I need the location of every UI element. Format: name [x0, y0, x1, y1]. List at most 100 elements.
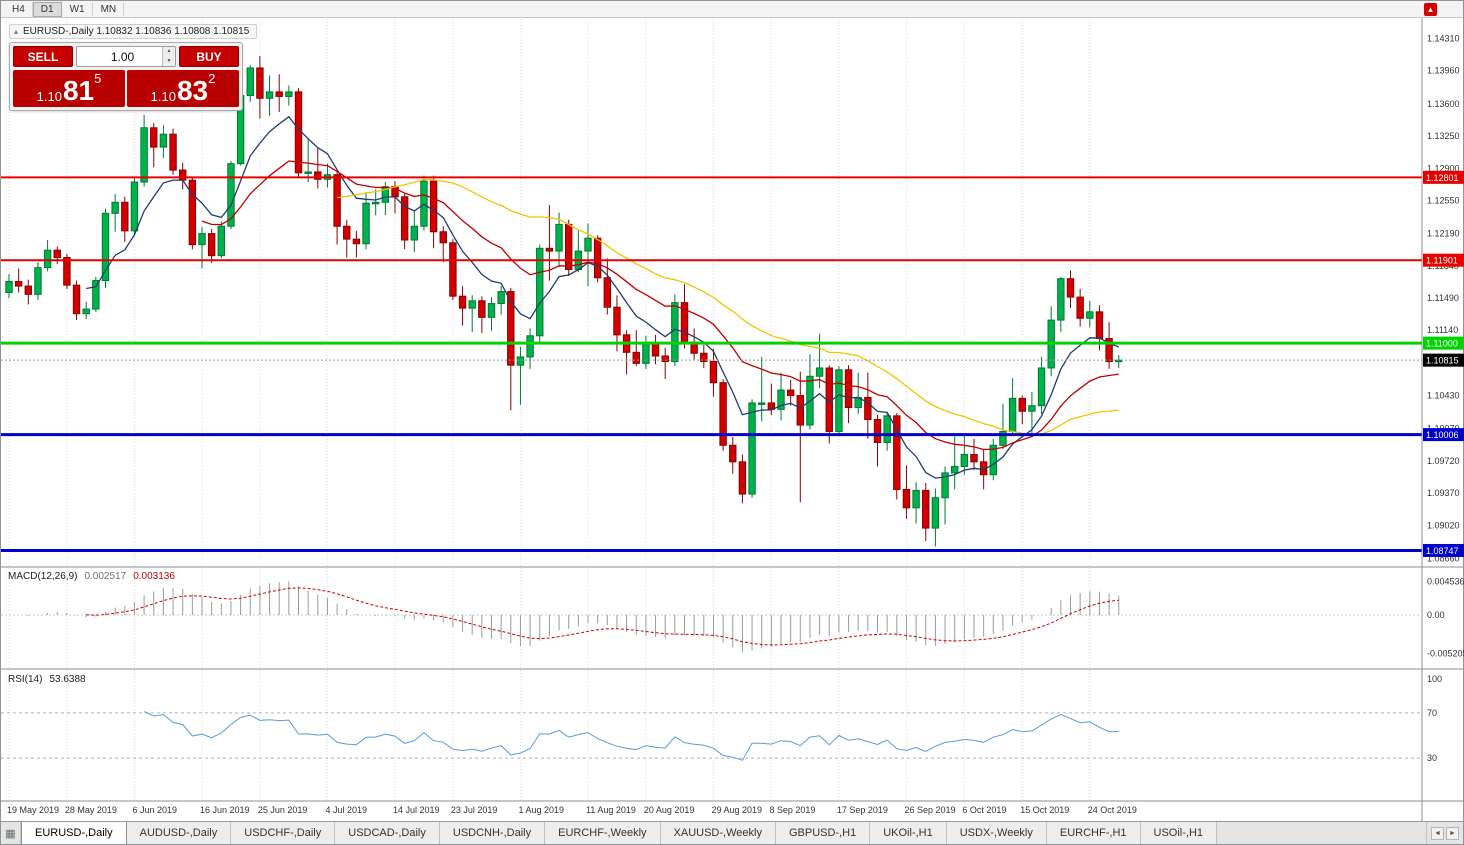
- chart-tab[interactable]: USDCAD-,Daily: [335, 822, 440, 844]
- candle-body: [294, 91, 303, 174]
- chart-ohlc-bar: ▴ EURUSD-,Daily 1.10832 1.10836 1.10808 …: [9, 24, 258, 39]
- candle-body: [458, 295, 467, 309]
- chart-tab[interactable]: AUDUSD-,Daily: [126, 822, 232, 844]
- price-axis-label: 1.14310: [1427, 33, 1460, 43]
- chart-tab[interactable]: USOil-,H1: [1140, 822, 1218, 844]
- price-axis-label: 1.13600: [1427, 99, 1460, 109]
- macd-value: 0.002517: [84, 571, 127, 582]
- candle-body: [497, 291, 505, 305]
- chart-tab[interactable]: EURCHF-,Weekly: [545, 822, 661, 844]
- candle-body: [304, 171, 312, 174]
- chart-title: EURUSD-,Daily 1.10832 1.10836 1.10808 1.…: [23, 26, 250, 37]
- candle-body: [883, 415, 891, 444]
- volume-increase-icon[interactable]: ▲: [163, 47, 175, 57]
- candle-body: [246, 67, 254, 97]
- candle-body: [632, 351, 640, 364]
- tab-scroll-right-icon[interactable]: ►: [1446, 826, 1459, 840]
- chart-tab[interactable]: GBPUSD-,H1: [775, 822, 871, 844]
- macd-axis-label: -0.005205: [1427, 649, 1464, 659]
- date-axis-label: 4 Jul 2019: [325, 805, 367, 815]
- date-axis-label: 11 Aug 2019: [586, 805, 636, 815]
- date-axis-label: 25 Jun 2019: [258, 805, 308, 815]
- timeframe-h4-button[interactable]: H4: [4, 1, 33, 17]
- chart-tab[interactable]: XAUUSD-,Weekly: [660, 822, 776, 844]
- level-price-tag-bg: [1423, 428, 1464, 442]
- alert-up-arrow-icon[interactable]: ▲: [1424, 3, 1437, 16]
- candle-body: [285, 91, 293, 97]
- candle-body: [844, 369, 853, 409]
- candle-body: [207, 233, 216, 257]
- date-axis-label: 16 Jun 2019: [200, 805, 250, 815]
- candle-body: [545, 247, 554, 252]
- candle-body: [265, 91, 274, 99]
- candle-body: [410, 225, 419, 241]
- volume-field[interactable]: 1.00 ▲ ▼: [76, 46, 176, 67]
- candle-body: [372, 201, 380, 205]
- rsi-line: [143, 711, 1119, 761]
- timeframe-mn-button[interactable]: MN: [93, 1, 125, 17]
- candle-body: [526, 335, 534, 358]
- sell-button[interactable]: SELL: [13, 46, 73, 67]
- one-click-trading-panel: SELL 1.00 ▲ ▼ BUY 1.10 81 5 1.10 83 2: [9, 42, 243, 111]
- candle-body: [758, 402, 766, 405]
- candle-body: [188, 179, 197, 246]
- price-axis-label: 1.13250: [1427, 131, 1460, 141]
- chart-tab-bar: ▦ EURUSD-,Daily AUDUSD-,Daily USDCHF-,Dail…: [1, 821, 1463, 844]
- date-axis-label: 15 Oct 2019: [1020, 805, 1069, 815]
- volume-value[interactable]: 1.00: [110, 49, 135, 64]
- date-axis-label: 28 May 2019: [65, 805, 117, 815]
- sell-price-display[interactable]: 1.10 81 5: [13, 70, 125, 107]
- rsi-axis-label: 30: [1427, 753, 1437, 763]
- chart-tab[interactable]: EURUSD-,Daily: [21, 822, 127, 844]
- candle-body: [999, 430, 1007, 446]
- candle-body: [536, 247, 544, 337]
- tab-scroll-controls: ◄ ►: [1426, 822, 1463, 844]
- tab-scroll-left-icon[interactable]: ◄: [1431, 826, 1444, 840]
- price-axis-label: 1.10430: [1427, 391, 1460, 401]
- date-axis-label: 17 Sep 2019: [837, 805, 888, 815]
- candle-body: [198, 233, 206, 246]
- candle-body: [5, 280, 13, 293]
- current-price-tag-bg: [1423, 353, 1464, 367]
- chart-tab[interactable]: UKOil-,H1: [870, 822, 947, 844]
- collapse-panel-icon[interactable]: ▴: [14, 27, 19, 36]
- candle-body: [912, 489, 920, 509]
- buy-button[interactable]: BUY: [179, 46, 239, 67]
- timeframe-d1-button[interactable]: D1: [32, 1, 62, 17]
- buy-price-pip: 2: [208, 71, 216, 86]
- candle-body: [227, 163, 235, 227]
- volume-spinner: ▲ ▼: [162, 47, 175, 66]
- candle-body: [1076, 296, 1084, 319]
- chart-tab[interactable]: USDCHF-,Daily: [231, 822, 336, 844]
- ma-slow-line: [337, 178, 1119, 436]
- volume-decrease-icon[interactable]: ▼: [163, 56, 175, 66]
- candle-body: [1018, 397, 1026, 412]
- candle-body: [487, 303, 496, 318]
- candle-body: [333, 174, 341, 227]
- candle-body: [661, 355, 669, 363]
- candle-body: [34, 267, 42, 295]
- current-price-tag: 1.10815: [1426, 356, 1459, 366]
- candle-body: [931, 497, 940, 529]
- candle-body: [593, 237, 602, 279]
- chart-tab[interactable]: USDX-,Weekly: [946, 822, 1047, 844]
- buy-price-display[interactable]: 1.10 83 2: [127, 70, 239, 107]
- price-axis-label: 1.09720: [1427, 456, 1460, 466]
- price-axis-label: 1.08660: [1427, 553, 1460, 563]
- level-price-tag: 1.08747: [1426, 546, 1459, 556]
- chart-tab[interactable]: EURCHF-,H1: [1046, 822, 1141, 844]
- level-price-tag: 1.12801: [1426, 173, 1459, 183]
- level-price-tag-bg: [1423, 253, 1464, 267]
- candle-body: [786, 389, 795, 397]
- candle-body: [584, 237, 592, 252]
- candle-body: [121, 201, 129, 232]
- candle-body: [507, 291, 515, 366]
- ma-mid-line: [201, 160, 1119, 451]
- macd-signal-line: [86, 587, 1119, 646]
- chart-tab[interactable]: USDCNH-,Daily: [439, 822, 546, 844]
- candle-body: [92, 280, 100, 310]
- rsi-label-row: RSI(14) 53.6388: [8, 674, 86, 685]
- macd-axis-label: 0.004536: [1427, 576, 1464, 586]
- timeframe-w1-button[interactable]: W1: [62, 1, 93, 17]
